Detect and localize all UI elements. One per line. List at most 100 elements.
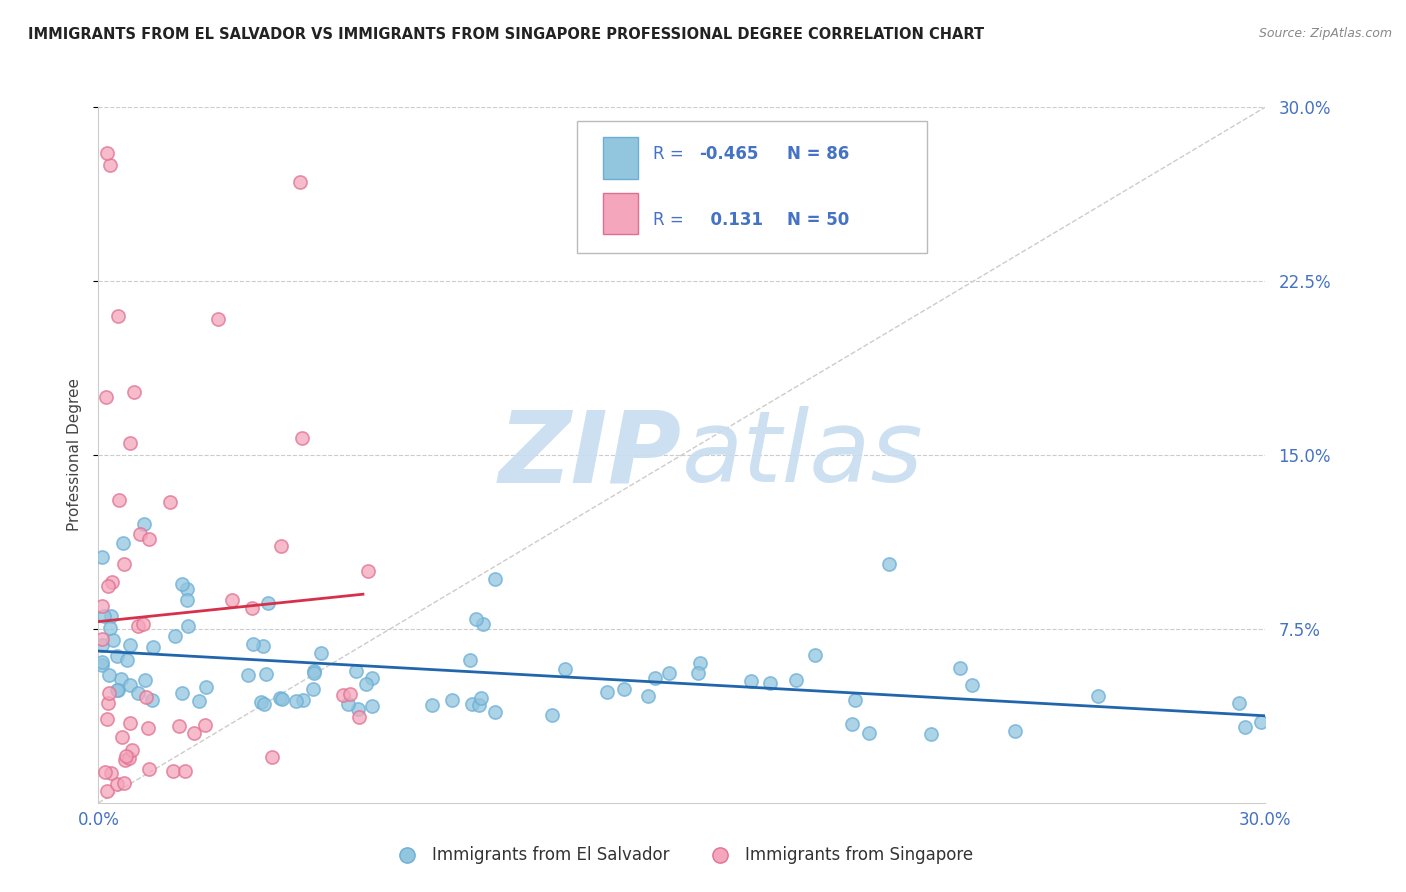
Point bbox=[91, 638, 114, 652]
Point bbox=[96, 784, 118, 798]
Point bbox=[127, 686, 149, 700]
Point bbox=[118, 678, 141, 692]
Point bbox=[98, 668, 121, 682]
Point bbox=[105, 777, 128, 791]
Y-axis label: Professional Degree: Professional Degree bbox=[67, 378, 83, 532]
Legend: Immigrants from El Salvador, Immigrants from Singapore: Immigrants from El Salvador, Immigrants … bbox=[384, 839, 980, 871]
Point bbox=[257, 596, 280, 610]
Point bbox=[613, 682, 636, 697]
Point bbox=[111, 731, 134, 745]
Point bbox=[468, 698, 491, 712]
Point bbox=[484, 572, 506, 586]
Point bbox=[93, 764, 115, 779]
Point bbox=[97, 579, 120, 593]
Text: N = 86: N = 86 bbox=[787, 145, 849, 163]
Text: Source: ZipAtlas.com: Source: ZipAtlas.com bbox=[1258, 27, 1392, 40]
Point bbox=[98, 158, 121, 172]
Point bbox=[271, 692, 294, 706]
Point bbox=[120, 716, 142, 731]
Text: -0.465: -0.465 bbox=[699, 145, 759, 163]
Text: N = 50: N = 50 bbox=[787, 211, 849, 229]
Point bbox=[159, 495, 181, 509]
Point bbox=[118, 751, 141, 765]
Point bbox=[96, 390, 118, 404]
Point bbox=[93, 609, 115, 624]
Point bbox=[361, 671, 384, 685]
Point bbox=[177, 619, 200, 633]
FancyBboxPatch shape bbox=[603, 193, 637, 235]
Text: R =: R = bbox=[652, 145, 689, 163]
Point bbox=[163, 629, 186, 643]
Text: atlas: atlas bbox=[682, 407, 924, 503]
Point bbox=[107, 309, 129, 323]
Point bbox=[194, 718, 217, 732]
Point bbox=[285, 694, 308, 708]
Point bbox=[484, 706, 506, 720]
Point bbox=[110, 673, 132, 687]
Point bbox=[637, 689, 659, 703]
Point bbox=[122, 384, 145, 399]
Point bbox=[91, 656, 114, 670]
Point bbox=[115, 653, 138, 667]
Point bbox=[1004, 724, 1026, 739]
Point bbox=[337, 698, 360, 712]
Point bbox=[162, 764, 184, 779]
Point bbox=[347, 702, 370, 716]
Point bbox=[960, 678, 983, 692]
Point bbox=[302, 682, 325, 697]
Point bbox=[105, 649, 128, 664]
Point bbox=[644, 671, 666, 685]
Point bbox=[465, 612, 488, 626]
Point bbox=[141, 692, 163, 706]
Point bbox=[470, 691, 492, 706]
Point bbox=[841, 716, 863, 731]
Point bbox=[253, 697, 276, 711]
Point bbox=[686, 666, 709, 681]
Point bbox=[173, 764, 195, 778]
Point bbox=[170, 577, 193, 591]
Point bbox=[121, 743, 143, 757]
Point bbox=[115, 749, 138, 764]
Point bbox=[91, 657, 114, 672]
Point bbox=[540, 708, 562, 723]
Point bbox=[91, 599, 114, 613]
Point bbox=[858, 725, 880, 739]
Point bbox=[96, 146, 118, 161]
Point bbox=[420, 698, 443, 713]
Point bbox=[1250, 714, 1272, 729]
Point bbox=[127, 618, 149, 632]
Point bbox=[844, 692, 866, 706]
Point bbox=[221, 592, 243, 607]
Point bbox=[242, 637, 264, 651]
Point bbox=[100, 766, 122, 780]
Point bbox=[304, 665, 326, 679]
Text: R =: R = bbox=[652, 211, 689, 229]
Point bbox=[96, 712, 118, 726]
Point bbox=[877, 558, 900, 572]
Point bbox=[195, 680, 218, 694]
Point bbox=[356, 677, 378, 691]
Point bbox=[112, 557, 135, 571]
Point bbox=[249, 695, 271, 709]
Point bbox=[101, 632, 124, 647]
Point bbox=[136, 721, 159, 735]
Point bbox=[1227, 696, 1250, 710]
Point bbox=[118, 436, 141, 450]
Point bbox=[91, 632, 114, 646]
Point bbox=[183, 725, 205, 739]
Point bbox=[339, 687, 361, 701]
Point bbox=[740, 673, 762, 688]
Point bbox=[187, 694, 209, 708]
Point bbox=[302, 665, 325, 680]
Point bbox=[128, 527, 150, 541]
Point bbox=[170, 685, 193, 699]
Point bbox=[596, 684, 619, 698]
Point bbox=[112, 776, 135, 790]
Point bbox=[292, 693, 315, 707]
Point bbox=[949, 661, 972, 675]
Text: IMMIGRANTS FROM EL SALVADOR VS IMMIGRANTS FROM SINGAPORE PROFESSIONAL DEGREE COR: IMMIGRANTS FROM EL SALVADOR VS IMMIGRANT… bbox=[28, 27, 984, 42]
Point bbox=[921, 726, 943, 740]
Point bbox=[785, 673, 807, 688]
Point bbox=[440, 693, 463, 707]
Point bbox=[135, 690, 157, 704]
